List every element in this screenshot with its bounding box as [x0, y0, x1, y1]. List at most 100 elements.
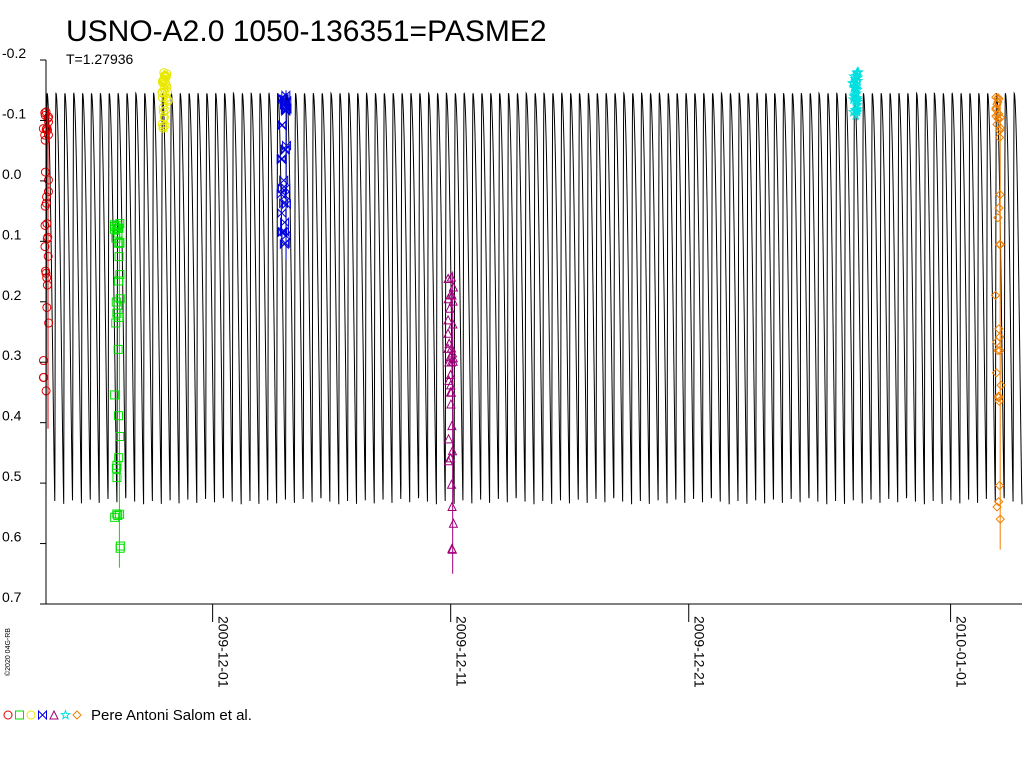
data-point	[279, 175, 289, 186]
data-point	[280, 217, 290, 228]
data-point	[443, 328, 453, 338]
data-point	[40, 130, 50, 140]
data-point	[448, 281, 459, 292]
y-tick-label: 0.2	[2, 287, 22, 303]
data-point	[846, 77, 859, 88]
y-tick-label: 0.0	[2, 166, 22, 182]
data-point	[38, 709, 47, 721]
y-tick-label: 0.3	[2, 347, 22, 363]
data-point	[281, 230, 291, 241]
data-point	[277, 93, 287, 105]
data-point	[40, 135, 50, 145]
series-diamond	[990, 92, 1006, 550]
data-point	[111, 297, 121, 307]
data-point	[44, 117, 54, 127]
data-point	[277, 119, 287, 131]
y-tick-label: -0.1	[2, 105, 26, 121]
data-point	[994, 203, 1004, 213]
data-point	[114, 252, 124, 262]
series-circle	[157, 68, 173, 133]
data-point	[281, 104, 291, 116]
data-point	[847, 77, 859, 89]
data-point	[160, 74, 170, 84]
data-point	[40, 201, 50, 211]
data-point	[994, 94, 1004, 104]
data-point	[279, 198, 289, 209]
data-point	[158, 103, 168, 113]
data-point	[111, 233, 121, 243]
y-tick-label: 0.7	[2, 589, 22, 605]
data-point	[444, 375, 454, 385]
data-point	[160, 120, 170, 130]
data-point	[44, 318, 54, 328]
data-point	[991, 368, 1002, 378]
data-point	[443, 314, 453, 325]
model-curve	[45, 91, 1023, 505]
data-point	[448, 352, 459, 363]
credit-text: Pere Antoni Salom et al.	[91, 707, 252, 724]
data-point	[446, 398, 456, 409]
data-point	[277, 227, 287, 238]
y-tick-label: 0.6	[2, 529, 22, 545]
data-point	[42, 219, 52, 229]
data-point	[444, 303, 455, 313]
data-point	[115, 219, 125, 229]
data-point	[993, 212, 1003, 223]
x-tick-label: 2009-12-11	[454, 616, 470, 687]
data-point	[112, 460, 122, 470]
data-point	[72, 710, 82, 720]
series-star	[846, 66, 864, 121]
data-point	[112, 221, 122, 231]
data-point	[113, 411, 123, 421]
y-tick-label: 0.5	[2, 468, 22, 484]
data-point	[277, 153, 287, 165]
data-point	[991, 104, 1001, 115]
data-point	[847, 93, 859, 105]
data-point	[850, 93, 862, 105]
data-point	[42, 192, 52, 202]
data-point	[445, 386, 456, 397]
data-point	[40, 220, 50, 230]
data-point	[995, 112, 1006, 123]
data-point	[110, 512, 120, 522]
data-point	[42, 280, 52, 290]
data-point	[40, 167, 50, 177]
data-point	[43, 251, 53, 261]
data-point	[158, 107, 168, 117]
data-point	[112, 223, 122, 233]
data-point	[448, 356, 458, 366]
data-point	[994, 324, 1004, 334]
data-point	[994, 480, 1005, 491]
data-point	[160, 70, 170, 80]
data-point	[993, 391, 1004, 401]
data-point	[276, 153, 286, 165]
data-point	[112, 473, 122, 483]
data-point	[280, 143, 290, 155]
data-point	[990, 290, 1001, 301]
data-point	[995, 332, 1005, 342]
data-point	[276, 188, 286, 200]
data-point	[115, 543, 125, 553]
data-point	[39, 372, 49, 382]
data-point	[43, 187, 53, 197]
data-point	[995, 345, 1005, 356]
data-point	[42, 123, 52, 133]
data-point	[42, 273, 52, 283]
data-point	[43, 232, 53, 242]
data-point	[995, 514, 1005, 524]
data-point	[42, 302, 52, 312]
series-triangle	[443, 271, 459, 574]
data-point	[49, 709, 59, 720]
data-point	[994, 132, 1005, 143]
data-point	[38, 356, 48, 366]
data-point	[279, 238, 289, 250]
data-point	[995, 189, 1005, 200]
x-tick-label: 2009-12-01	[216, 616, 232, 688]
data-point	[991, 337, 1002, 347]
data-point	[110, 390, 120, 400]
data-point	[281, 90, 291, 101]
data-point	[444, 356, 454, 367]
data-point	[111, 318, 121, 328]
data-point	[43, 130, 53, 140]
data-point	[443, 433, 454, 444]
